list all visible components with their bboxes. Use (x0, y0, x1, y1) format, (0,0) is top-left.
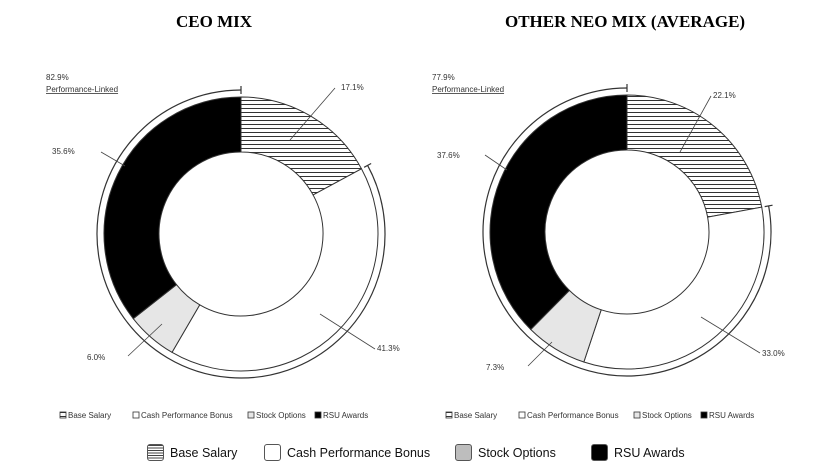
slice-rsu-awards (489, 94, 628, 331)
ceo-chart-title: CEO MIX (176, 12, 253, 31)
mini-legend-swatch-rsu-awards (700, 411, 708, 419)
performance-linked-bracket (96, 89, 386, 379)
data-label-base-salary: 22.1% (713, 91, 736, 100)
leader-line-base-salary (679, 95, 712, 153)
data-label-base-salary: 17.1% (341, 83, 364, 92)
legend-item-cash-bonus: Cash Performance Bonus (264, 444, 430, 461)
neo-chart-title: OTHER NEO MIX (AVERAGE) (505, 12, 746, 31)
leader-line-stock-options (127, 323, 163, 357)
mini-legend-swatch-stock-options (633, 411, 641, 419)
mini-legend-label-rsu-awards: RSU Awards (323, 411, 368, 420)
mini-legend-label-rsu-awards: RSU Awards (709, 411, 754, 420)
base-salary-swatch (147, 444, 164, 461)
performance-linked-value: 82.9% (46, 73, 69, 82)
leader-line-rsu-awards (100, 151, 126, 167)
performance-linked-label: Performance-Linked (46, 85, 118, 94)
slice-cash-performance-bonus (171, 168, 379, 372)
slice-base-salary (626, 94, 763, 218)
leader-line-rsu-awards (484, 154, 508, 171)
main-legend: Base Salary Cash Performance Bonus Stock… (0, 444, 821, 466)
mini-legend-label-stock-options: Stock Options (642, 411, 692, 420)
data-label-rsu-awards: 37.6% (437, 151, 460, 160)
slice-cash-performance-bonus (583, 206, 765, 370)
bracket-end-tick (363, 162, 372, 168)
mini-legend-swatch-base-salary (445, 411, 453, 419)
performance-linked-value: 77.9% (432, 73, 455, 82)
donut-charts: 17.1% 41.3% 6.0% 35.6% 82.9% Performance-Link… (46, 73, 785, 420)
performance-linked-label: Performance-Linked (432, 85, 504, 94)
data-label-stock-options: 6.0% (87, 353, 105, 362)
mini-legend-swatch-cash-performance-bonus (132, 411, 140, 419)
mini-legend-label-stock-options: Stock Options (256, 411, 306, 420)
leader-line-base-salary (289, 87, 336, 141)
stock-options-swatch (455, 444, 472, 461)
legend-label-cash-bonus: Cash Performance Bonus (287, 445, 431, 460)
legend-item-base-salary: Base Salary (147, 444, 237, 461)
mini-legend-swatch-base-salary (59, 411, 67, 419)
legend-item-stock-options: Stock Options (455, 444, 556, 461)
data-label-cash-performance-bonus: 41.3% (377, 344, 400, 353)
leader-line-cash-performance-bonus (700, 316, 761, 354)
slice-rsu-awards (103, 96, 242, 320)
leader-line-cash-performance-bonus (319, 313, 376, 350)
mini-legend-swatch-cash-performance-bonus (518, 411, 526, 419)
bracket-end-tick (764, 204, 773, 208)
mini-legend-label-base-salary: Base Salary (454, 411, 497, 420)
legend-label-stock-options: Stock Options (478, 445, 556, 460)
ceo-donut-chart: 17.1% 41.3% 6.0% 35.6% 82.9% Performance-Link… (46, 73, 400, 420)
data-label-stock-options: 7.3% (486, 363, 504, 372)
legend-item-rsu-awards: RSU Awards (591, 444, 685, 461)
mini-legend-swatch-rsu-awards (314, 411, 322, 419)
leader-line-stock-options (527, 341, 553, 367)
neo-donut-chart: 22.1% 33.0% 7.3% 37.6% 77.9% Performance-Link… (432, 73, 785, 420)
mini-legend-swatch-stock-options (247, 411, 255, 419)
legend-label-base-salary: Base Salary (170, 445, 238, 460)
rsu-awards-swatch (591, 444, 608, 461)
cash-bonus-swatch (264, 444, 281, 461)
data-label-cash-performance-bonus: 33.0% (762, 349, 785, 358)
legend-label-rsu-awards: RSU Awards (614, 445, 685, 460)
performance-linked-bracket (482, 87, 772, 377)
mini-legend-label-cash-performance-bonus: Cash Performance Bonus (527, 411, 619, 420)
mini-legend-label-cash-performance-bonus: Cash Performance Bonus (141, 411, 233, 420)
mini-legend-label-base-salary: Base Salary (68, 411, 111, 420)
data-label-rsu-awards: 35.6% (52, 147, 75, 156)
